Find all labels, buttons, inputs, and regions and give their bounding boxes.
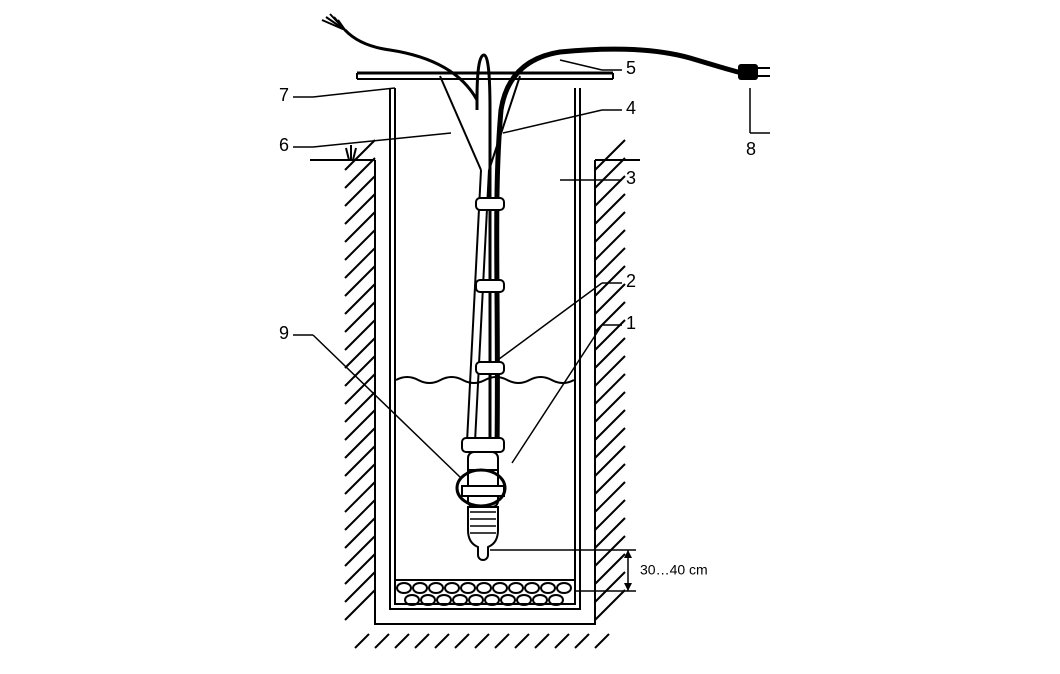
callout-1: 1 (626, 313, 636, 334)
callout-9: 9 (279, 323, 289, 344)
callout-3: 3 (626, 168, 636, 189)
callout-2: 2 (626, 271, 636, 292)
callout-6: 6 (279, 135, 289, 156)
well-installation-diagram: 30…40 cm (0, 0, 1060, 674)
callout-4: 4 (626, 98, 636, 119)
dimension-text: 30…40 cm (640, 562, 708, 578)
callout-7: 7 (279, 85, 289, 106)
callout-8: 8 (746, 139, 756, 160)
callout-5: 5 (626, 58, 636, 79)
